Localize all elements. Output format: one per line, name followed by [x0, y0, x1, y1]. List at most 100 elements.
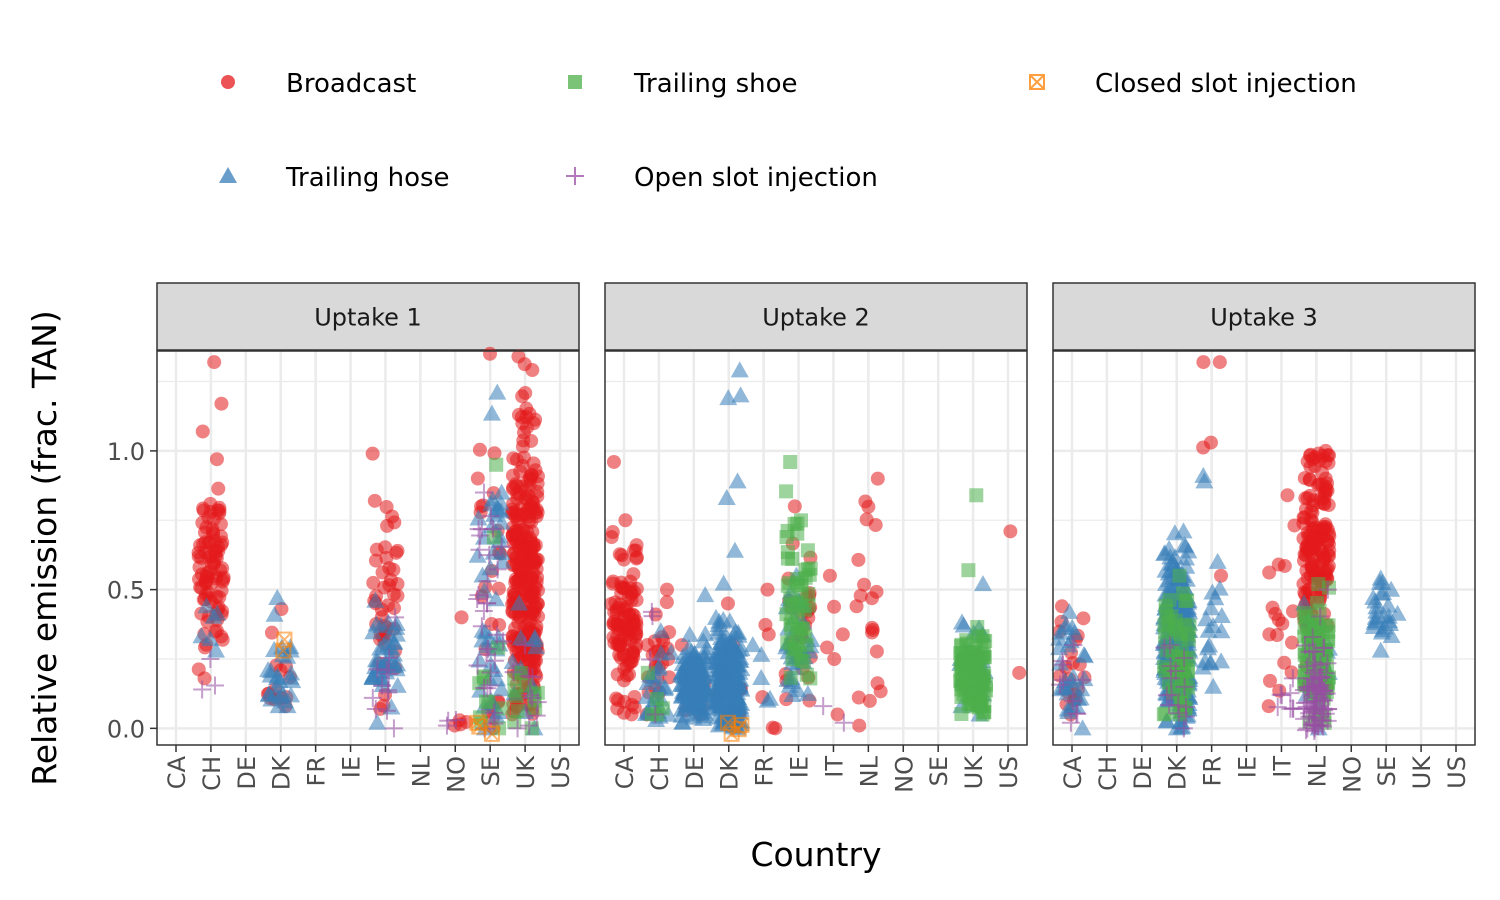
- point-broadcast: [193, 580, 208, 595]
- point-trailing-shoe: [800, 543, 815, 558]
- point-open-slot-injection: [1300, 642, 1319, 661]
- point-open-slot-injection: [478, 640, 497, 659]
- legend-key-trailing-hose: [219, 167, 237, 183]
- point-trailing-hose: [673, 647, 692, 664]
- point-trailing-hose: [706, 692, 725, 709]
- point-broadcast: [1003, 524, 1018, 539]
- point-trailing-hose: [1072, 680, 1091, 697]
- point-open-slot-injection: [1063, 691, 1082, 710]
- point-open-slot-injection: [478, 572, 497, 591]
- point-open-slot-injection: [474, 483, 493, 502]
- point-trailing-shoe: [640, 665, 655, 680]
- point-trailing-hose: [724, 637, 743, 654]
- point-broadcast: [1012, 665, 1027, 680]
- point-broadcast: [619, 668, 634, 683]
- x-tick-label: UK: [960, 755, 988, 790]
- point-broadcast: [523, 472, 538, 487]
- point-trailing-shoe: [799, 667, 814, 682]
- point-trailing-hose: [743, 636, 762, 653]
- point-broadcast: [264, 625, 279, 640]
- point-open-slot-injection: [1305, 674, 1324, 693]
- point-broadcast: [209, 623, 224, 638]
- point-trailing-shoe: [1296, 605, 1311, 620]
- point-open-slot-injection: [1068, 704, 1087, 723]
- point-broadcast: [472, 442, 487, 457]
- point-broadcast: [1284, 665, 1299, 680]
- point-broadcast: [624, 697, 639, 712]
- point-open-slot-injection: [379, 664, 398, 683]
- point-broadcast: [366, 575, 381, 590]
- point-trailing-shoe: [1156, 707, 1171, 722]
- point-trailing-shoe: [495, 701, 510, 716]
- point-trailing-shoe: [1169, 622, 1184, 637]
- point-open-slot-injection: [1160, 696, 1179, 715]
- point-broadcast: [626, 649, 641, 664]
- point-open-slot-injection: [515, 636, 534, 655]
- y-tick-label: 1.0: [107, 438, 145, 466]
- data-points: [191, 346, 547, 742]
- point-open-slot-injection: [468, 656, 487, 675]
- point-broadcast: [627, 543, 642, 558]
- point-trailing-hose: [204, 607, 223, 624]
- point-open-slot-injection: [492, 537, 511, 556]
- point-trailing-hose: [731, 386, 750, 403]
- point-trailing-shoe: [1162, 593, 1177, 608]
- point-broadcast: [487, 446, 502, 461]
- point-trailing-hose: [371, 639, 390, 656]
- point-trailing-hose: [492, 483, 511, 500]
- point-trailing-hose: [492, 680, 511, 697]
- point-broadcast: [607, 605, 622, 620]
- x-tick-label: CH: [1094, 756, 1122, 791]
- point-broadcast: [516, 433, 531, 448]
- x-tick-label: US: [547, 756, 575, 789]
- point-trailing-shoe: [507, 715, 522, 730]
- point-open-slot-injection: [1306, 702, 1325, 721]
- point-trailing-hose: [367, 615, 386, 632]
- panel-1: Uptake 1 CA CH DE DK FR IE IT NL NO SE UK US: [156, 282, 580, 793]
- x-axis: CA CH DE DK FR IE IT NL NO SE UK US: [611, 745, 1023, 793]
- x-tick-label: IE: [786, 756, 814, 778]
- point-broadcast: [389, 545, 404, 560]
- point-open-slot-injection: [368, 660, 387, 679]
- point-trailing-hose: [696, 625, 715, 642]
- point-broadcast: [510, 492, 525, 507]
- point-trailing-hose: [694, 710, 713, 727]
- point-trailing-hose: [368, 713, 387, 730]
- point-broadcast: [859, 512, 874, 527]
- point-broadcast: [822, 568, 837, 583]
- point-broadcast: [211, 481, 226, 496]
- point-broadcast: [1303, 536, 1318, 551]
- point-broadcast: [1296, 516, 1311, 531]
- point-trailing-hose: [1212, 652, 1231, 669]
- point-broadcast: [1305, 563, 1320, 578]
- point-trailing-hose: [482, 404, 501, 421]
- point-trailing-hose: [680, 667, 699, 684]
- point-trailing-shoe: [801, 587, 816, 602]
- point-open-slot-injection: [1174, 719, 1193, 738]
- point-trailing-hose: [201, 630, 220, 647]
- point-broadcast: [862, 693, 877, 708]
- point-broadcast: [1315, 521, 1330, 536]
- facet-strip: [1052, 282, 1476, 351]
- point-trailing-hose: [388, 676, 407, 693]
- point-trailing-shoe: [783, 454, 798, 469]
- point-trailing-hose: [1156, 544, 1175, 561]
- point-broadcast: [517, 357, 532, 372]
- point-broadcast: [1265, 600, 1280, 615]
- data-points: [604, 361, 1027, 742]
- point-broadcast: [191, 662, 206, 677]
- point-trailing-hose: [270, 671, 289, 688]
- point-broadcast: [454, 610, 469, 625]
- facet-strip-label: Uptake 3: [1210, 304, 1318, 332]
- point-open-slot-injection: [478, 594, 497, 613]
- point-trailing-hose: [1059, 703, 1078, 720]
- point-trailing-hose: [470, 651, 489, 668]
- point-trailing-hose: [722, 647, 741, 664]
- legend-label: Trailing hose: [285, 163, 450, 193]
- point-open-slot-injection: [366, 700, 385, 719]
- x-axis-title: Country: [750, 835, 881, 874]
- point-trailing-hose: [713, 675, 732, 692]
- point-trailing-hose: [709, 620, 728, 637]
- legend-item-open-slot-injection: Open slot injection: [566, 163, 878, 193]
- x-tick-label: SE: [1373, 756, 1401, 786]
